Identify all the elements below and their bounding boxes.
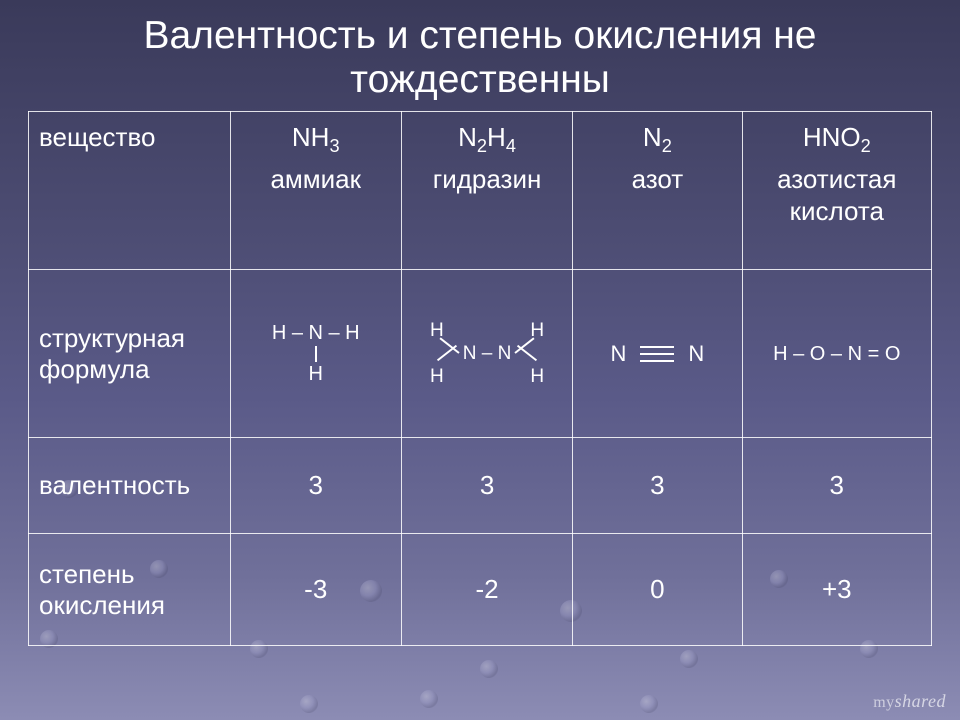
- cell-n2-valence: 3: [573, 438, 742, 534]
- cell-n2h4-structure: HH N – N HH: [401, 270, 572, 438]
- cell-nh3-header: NH3 аммиак: [230, 112, 401, 270]
- structure-hno2: H – O – N = O: [773, 342, 900, 366]
- formula-nh3: NH3: [292, 122, 340, 152]
- formula-n2: N2: [643, 122, 672, 152]
- cell-nh3-structure: H – N – H H: [230, 270, 401, 438]
- table-row-valence: валентность 3 3 3 3: [29, 438, 932, 534]
- cell-n2h4-oxidation: -2: [401, 534, 572, 646]
- watermark-brand: shared: [895, 691, 946, 711]
- comparison-table: вещество NH3 аммиак N2H4 гидразин N2 азо…: [28, 111, 932, 646]
- cell-n2-structure: N N: [573, 270, 742, 438]
- structure-hydrazine: HH N – N HH: [430, 321, 544, 386]
- table-row-structure: структурная формула H – N – H H HH: [29, 270, 932, 438]
- row-label-structure: структурная формула: [29, 270, 231, 438]
- cell-n2h4-header: N2H4 гидразин: [401, 112, 572, 270]
- name-nitrogen: азот: [583, 164, 731, 195]
- cell-n2-header: N2 азот: [573, 112, 742, 270]
- formula-hno2: HNO2: [803, 122, 871, 152]
- watermark: myshared: [873, 691, 946, 712]
- cell-hno2-oxidation: +3: [742, 534, 931, 646]
- row-label-oxidation: степень окисления: [29, 534, 231, 646]
- row-label-substance: вещество: [29, 112, 231, 270]
- table-row-oxidation: степень окисления -3 -2 0 +3: [29, 534, 932, 646]
- structure-n2: N N: [610, 341, 704, 367]
- slide-title: Валентность и степень окисления не тожде…: [28, 14, 932, 101]
- slide: Валентность и степень окисления не тожде…: [0, 0, 960, 720]
- cell-n2-oxidation: 0: [573, 534, 742, 646]
- name-ammonia: аммиак: [241, 164, 391, 195]
- formula-n2h4: N2H4: [458, 122, 516, 152]
- cell-nh3-valence: 3: [230, 438, 401, 534]
- name-nitrous-acid: азотистая кислота: [753, 164, 921, 226]
- cell-hno2-header: HNO2 азотистая кислота: [742, 112, 931, 270]
- watermark-prefix: my: [873, 694, 894, 711]
- cell-hno2-structure: H – O – N = O: [742, 270, 931, 438]
- structure-nh3: H – N – H H: [272, 323, 360, 384]
- table-row-substance: вещество NH3 аммиак N2H4 гидразин N2 азо…: [29, 112, 932, 270]
- name-hydrazine: гидразин: [412, 164, 562, 195]
- row-label-valence: валентность: [29, 438, 231, 534]
- cell-nh3-oxidation: -3: [230, 534, 401, 646]
- cell-n2h4-valence: 3: [401, 438, 572, 534]
- cell-hno2-valence: 3: [742, 438, 931, 534]
